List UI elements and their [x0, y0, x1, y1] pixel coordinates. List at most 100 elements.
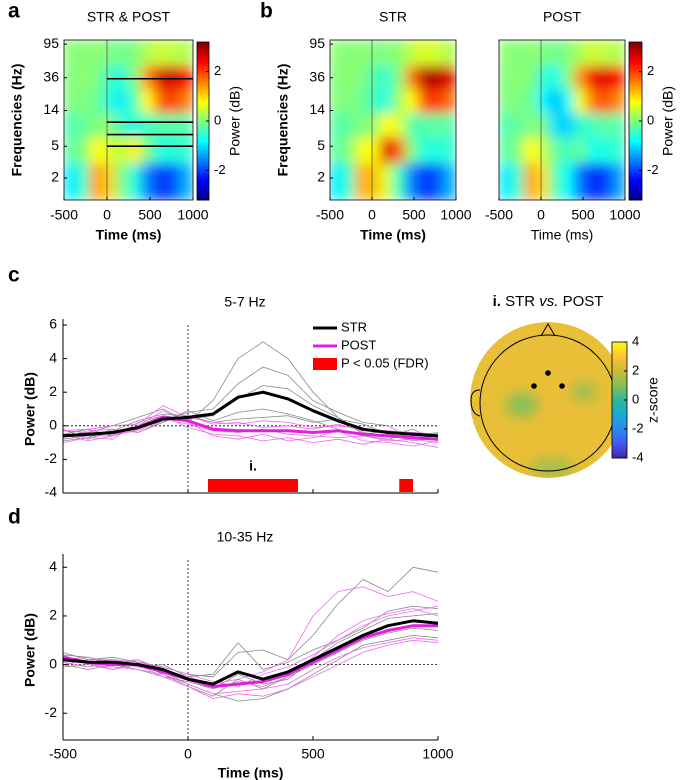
colorbar-swatch: [629, 76, 642, 80]
colorbar-swatch: [629, 131, 642, 135]
colorbar-tick-label: 2: [632, 362, 639, 377]
heatmap-cell: [115, 113, 129, 139]
colorbar-swatch: [197, 44, 209, 48]
x-tick-label: 1000: [422, 746, 453, 762]
colorbar-swatch: [612, 400, 627, 403]
heatmap-cell: [89, 163, 104, 200]
heatmap-cell: [561, 137, 576, 165]
colorbar-swatch: [612, 345, 627, 349]
colorbar-swatch: [197, 160, 209, 164]
heatmap-cells: [499, 40, 625, 200]
colorbar-swatch: [629, 102, 642, 106]
colorbar-swatch: [612, 438, 627, 442]
heatmap-cell: [342, 40, 356, 67]
heatmap-cell: [379, 137, 394, 165]
heatmap-cell: [574, 65, 588, 91]
heatmap-cell: [548, 89, 563, 115]
colorbar-swatch: [629, 57, 642, 61]
heatmap-cell: [561, 113, 576, 139]
colorbar-swatch: [629, 142, 642, 146]
heatmap-cell: [115, 89, 129, 115]
y-axis-label: Frequencies (Hz): [275, 64, 291, 177]
heatmap-cell: [179, 40, 193, 67]
colorbar-swatch: [612, 372, 627, 376]
heatmap-cell: [586, 40, 601, 67]
colorbar-swatch: [197, 76, 209, 80]
colorbar-swatch: [612, 396, 627, 399]
colorbar-swatch: [629, 70, 642, 75]
heatmap-cell: [548, 65, 563, 91]
colorbar-swatch: [197, 81, 209, 85]
colorbar-swatch: [197, 184, 209, 188]
colorbar-swatch: [629, 42, 642, 46]
colorbar-swatch: [197, 115, 209, 119]
heatmap-cell: [523, 40, 538, 67]
colorbar-swatch: [612, 376, 627, 380]
heatmap-cell: [548, 137, 563, 165]
y-tick-label: 95: [309, 35, 325, 51]
colorbar-swatch: [629, 168, 642, 172]
topomap: [470, 322, 626, 478]
colorbar-swatch: [629, 89, 642, 93]
colorbar-swatch: [612, 353, 627, 357]
colorbar-tick-label: 0: [647, 112, 654, 127]
colorbar-swatch: [612, 446, 627, 449]
heatmap-cell: [153, 163, 168, 200]
heatmap-cell: [611, 163, 625, 200]
heatmap-cell: [523, 89, 538, 115]
heatmap-cell: [64, 137, 78, 165]
heatmap-cell: [561, 89, 576, 115]
x-axis-label: Time (ms): [96, 227, 162, 243]
heatmap-cell: [166, 89, 181, 115]
colorbar-swatch: [629, 49, 642, 54]
heatmap-cell: [367, 113, 381, 139]
colorbar-swatch: [629, 186, 642, 190]
heatmap-cell: [342, 65, 356, 91]
colorbar-swatch: [612, 386, 627, 389]
colorbar-swatch: [612, 425, 627, 428]
heatmap-cell: [499, 65, 513, 91]
colorbar-swatch: [629, 78, 642, 82]
heatmap-cell: [153, 40, 168, 67]
heatmap-cell: [599, 65, 613, 91]
colorbar-swatch: [612, 403, 627, 407]
heatmap-cell: [523, 137, 538, 165]
colorbar-swatch: [197, 139, 209, 143]
heatmap-cell: [511, 40, 525, 67]
heatmap-cell: [102, 89, 117, 115]
heatmap-cell: [511, 113, 525, 139]
colorbar-swatch: [612, 421, 627, 424]
colorbar-swatch: [612, 365, 627, 368]
axes-frame: [498, 39, 626, 201]
colorbar-swatch: [612, 359, 627, 362]
colorbar-swatch: [629, 123, 642, 127]
colorbar-swatch: [612, 427, 627, 430]
heatmap-cell: [354, 113, 369, 139]
colorbar-tick-label: 0: [632, 391, 639, 406]
colorbar-swatch: [612, 456, 627, 459]
heatmap-cell: [499, 113, 513, 139]
heatmap: [330, 40, 456, 200]
heatmap-cell: [599, 89, 613, 115]
colorbar-swatch: [197, 42, 209, 46]
colorbar-swatch: [197, 73, 209, 77]
colorbar-swatch: [197, 123, 209, 127]
heatmap-cell: [330, 113, 344, 139]
colorbar-swatch: [197, 147, 209, 151]
chart-title: i. STR vs. POST: [493, 293, 604, 310]
colorbar-swatch: [612, 384, 627, 387]
colorbar-swatch: [612, 371, 627, 374]
colorbar-swatch: [197, 55, 209, 59]
heatmap-cell: [128, 40, 142, 67]
colorbar-swatch: [629, 81, 642, 85]
heatmap-cell: [599, 137, 613, 165]
heatmap-cell: [574, 163, 588, 200]
title-part: vs.: [539, 293, 558, 310]
colorbar-swatch: [629, 60, 642, 64]
title-part: STR: [505, 293, 535, 310]
colorbar-swatch: [197, 142, 209, 146]
chart-title: POST: [543, 9, 582, 25]
colorbar-swatch: [197, 110, 209, 114]
colorbar-swatch: [612, 357, 627, 360]
heatmap-cell: [536, 113, 550, 139]
